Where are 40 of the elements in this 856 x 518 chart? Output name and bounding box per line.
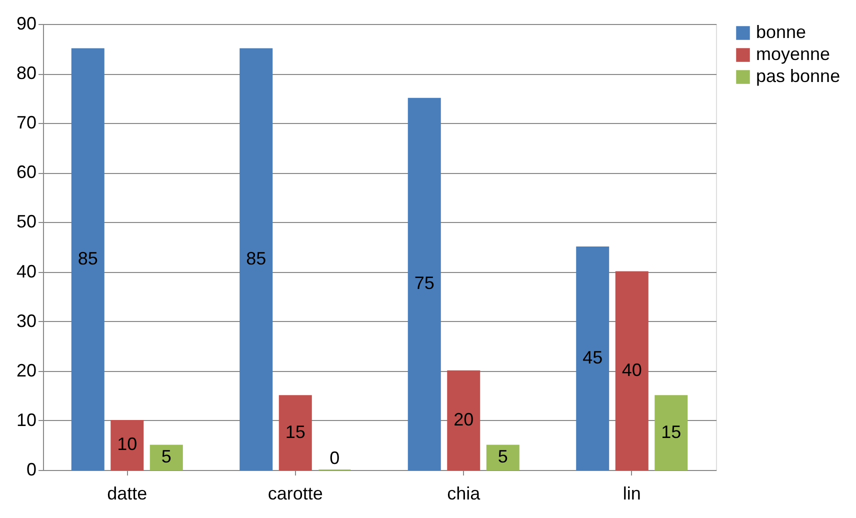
y-tick-label: 10 [16, 410, 36, 430]
data-label: 40 [622, 360, 642, 380]
legend-label: bonne [756, 22, 806, 42]
bar [110, 420, 144, 470]
bar [615, 271, 648, 470]
y-tick-label: 30 [16, 310, 36, 331]
bar [150, 444, 183, 470]
y-tick-label: 60 [16, 162, 36, 182]
legend-label: pas bonne [756, 66, 840, 86]
data-label: 10 [117, 434, 138, 454]
x-tick-label: datte [107, 484, 148, 504]
data-label: 75 [414, 273, 434, 294]
data-label: 20 [454, 409, 474, 430]
y-tick-label: 90 [16, 14, 36, 34]
y-tick-label: 80 [16, 63, 36, 84]
data-label: 15 [661, 422, 682, 442]
x-tick-label: lin [622, 484, 641, 504]
x-tick-label: chia [447, 484, 482, 504]
y-tick-label: 50 [16, 212, 36, 232]
bar [654, 395, 688, 470]
data-label: 45 [582, 348, 603, 368]
data-label: 5 [161, 446, 172, 467]
data-label: 85 [246, 248, 266, 268]
legend-label: moyenne [756, 44, 830, 64]
y-tick-label: 0 [26, 460, 36, 480]
x-tick-label: carotte [268, 484, 323, 504]
y-tick-label: 70 [16, 112, 36, 133]
data-label: 0 [330, 448, 340, 468]
data-label: 15 [285, 422, 306, 442]
data-label: 5 [498, 446, 508, 467]
bar [408, 98, 441, 470]
bar [576, 246, 610, 470]
bar [278, 395, 312, 470]
bar [240, 48, 273, 470]
bar [447, 370, 480, 470]
y-tick-label: 20 [16, 360, 36, 380]
y-tick-label: 40 [16, 261, 36, 282]
data-label: 85 [78, 248, 98, 268]
bar [71, 48, 104, 470]
bar [486, 444, 520, 470]
